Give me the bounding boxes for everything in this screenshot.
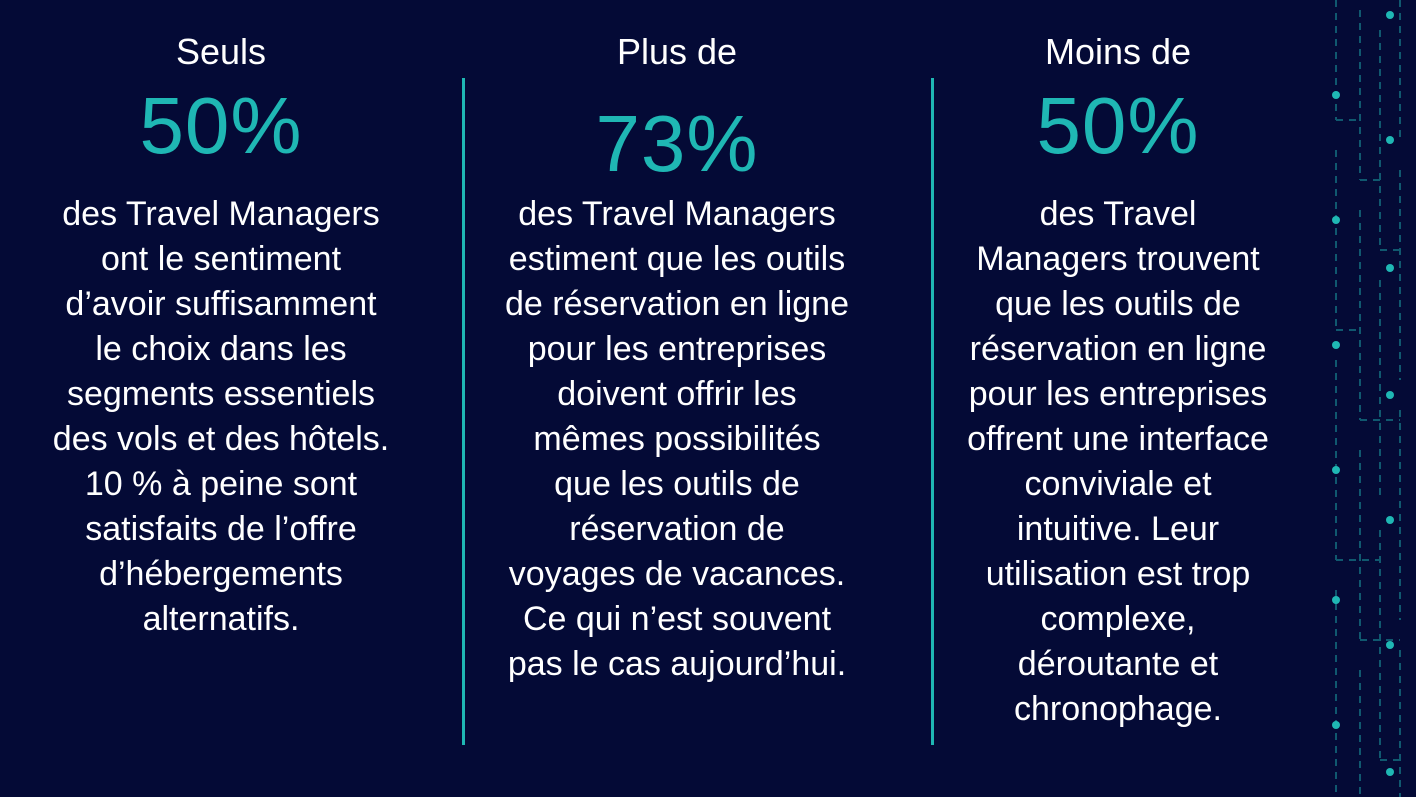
description-line: que les outils de: [995, 285, 1241, 323]
stat-description: des Travel Managers trouvent que les out…: [942, 192, 1294, 732]
description-line: satisfaits de l’offre: [85, 510, 357, 548]
description-line: offrent une interface: [967, 420, 1269, 458]
description-line: segments essentiels: [66, 375, 376, 413]
description-line: que les outils de: [554, 465, 800, 503]
description-line: intuitive. Leur: [1016, 510, 1220, 548]
stat-value: 73%: [595, 99, 759, 188]
description-line: chronophage.: [1014, 690, 1222, 728]
description-line: déroutante et: [1017, 645, 1219, 683]
stat-value: 50%: [1036, 81, 1200, 170]
description-line: pour les entreprises: [527, 330, 827, 368]
description-line: mêmes possibilités: [533, 420, 821, 458]
description-line: estiment que les outils: [508, 240, 846, 278]
stat-description: des Travel Managers estiment que les out…: [482, 192, 872, 687]
description-line: d’hébergements: [99, 555, 343, 593]
stat-description: des Travel Managers ont le sentiment d’a…: [30, 192, 412, 642]
description-line: des Travel Managers: [518, 195, 836, 233]
description-line: utilisation est trop: [985, 555, 1251, 593]
description-line: voyages de vacances.: [508, 555, 846, 593]
description-line: alternatifs.: [142, 600, 300, 638]
circuit-pattern-decoration: [1332, 0, 1401, 797]
column-divider: [931, 78, 934, 745]
description-line: des Travel: [1039, 195, 1197, 233]
description-line: Ce qui n’est souvent: [522, 600, 832, 638]
description-line: doivent offrir les: [557, 375, 797, 413]
stat-value: 50%: [139, 81, 303, 170]
description-line: réservation de: [569, 510, 785, 548]
column-divider: [462, 78, 465, 745]
description-line: pour les entreprises: [968, 375, 1268, 413]
description-line: conviviale et: [1024, 465, 1212, 503]
description-line: Managers trouvent: [976, 240, 1260, 278]
description-line: de réservation en ligne: [504, 285, 849, 323]
description-line: pas le cas aujourd’hui.: [507, 645, 847, 683]
description-line: le choix dans les: [95, 330, 347, 368]
description-line: d’avoir suffisamment: [65, 285, 377, 323]
stat-lead-text: Seuls: [175, 31, 267, 72]
description-line: ont le sentiment: [100, 240, 342, 278]
description-line: réservation en ligne: [969, 330, 1267, 368]
stat-lead-text: Moins de: [1044, 31, 1192, 72]
description-line: complexe,: [1040, 600, 1196, 638]
description-line: des Travel Managers: [62, 195, 380, 233]
stat-lead-text: Plus de: [616, 31, 738, 72]
description-line: des vols et des hôtels.: [52, 420, 390, 458]
description-line: 10 % à peine sont: [84, 465, 358, 503]
